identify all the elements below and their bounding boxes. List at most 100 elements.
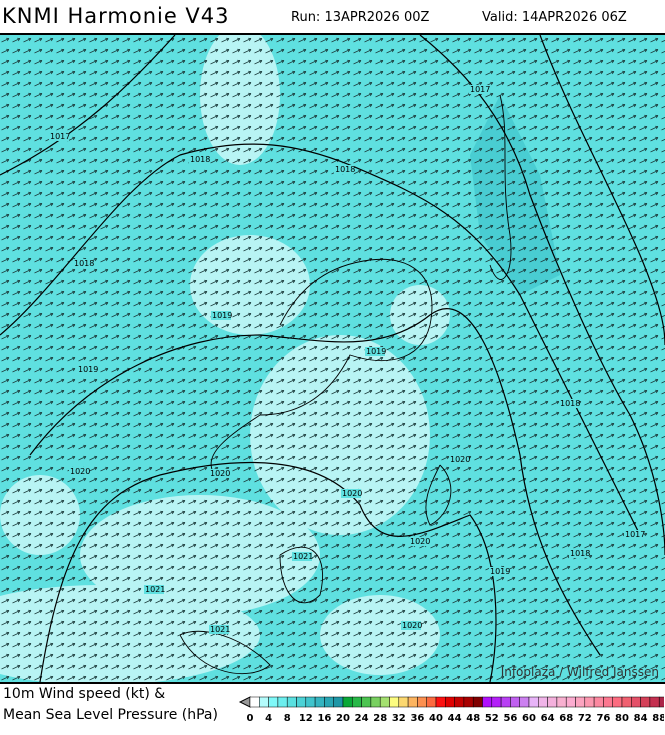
isobar-label: 1017	[625, 530, 645, 539]
scale-tick-label: 48	[466, 713, 480, 724]
scale-swatch	[296, 696, 307, 708]
scale-swatch	[445, 696, 455, 708]
isobar-label: 1019	[212, 311, 232, 320]
weather-map: 1017 1017 1018 1018 1018 1019 1019 1019 1018 1020…	[0, 33, 665, 684]
scale-tick-label: 20	[336, 713, 350, 724]
isobar-label: 1018	[190, 155, 210, 164]
isobar-label: 1021	[293, 552, 313, 561]
scale-swatch	[519, 696, 530, 708]
scale-tick-label: 80	[615, 713, 629, 724]
scale-tick-label: 8	[284, 713, 291, 724]
valid-time: Valid: 14APR2026 06Z	[482, 10, 627, 25]
scale-swatch	[510, 696, 520, 708]
scale-swatch	[333, 696, 344, 708]
credit-text: Infoplaza / Wilfred Janssen	[500, 665, 659, 679]
map-canvas: 1017 1017 1018 1018 1018 1019 1019 1019 1018 1020…	[0, 35, 665, 682]
scale-tick-label: 64	[541, 713, 555, 724]
scale-swatch	[398, 696, 409, 708]
isobar-label: 1017	[50, 132, 70, 141]
scale-swatch	[277, 696, 288, 708]
scale-tick-label: 68	[559, 713, 573, 724]
scale-tick-label: 52	[485, 713, 499, 724]
model-title: KNMI Harmonie V43	[2, 4, 230, 28]
isobar-label: 1020	[402, 621, 422, 630]
scale-swatch	[342, 696, 353, 708]
scale-swatch	[603, 696, 613, 708]
isobar-label: 1019	[490, 567, 510, 576]
isobar-label: 1018	[335, 165, 355, 174]
isobar-label: 1021	[210, 625, 230, 634]
scale-swatch	[305, 696, 316, 708]
isobar-label: 1018	[560, 399, 580, 408]
scale-tick-label: 76	[596, 713, 610, 724]
coastlines	[179, 94, 512, 675]
scale-tick-label: 60	[522, 713, 536, 724]
scale-tick-label: 44	[448, 713, 462, 724]
scale-swatch	[640, 696, 651, 708]
scale-swatch	[268, 696, 279, 708]
scale-swatch	[631, 696, 641, 708]
scale-swatch	[259, 696, 269, 708]
isobar-label: 1020	[450, 455, 470, 464]
wind-arrows	[0, 35, 665, 682]
scale-swatch	[435, 696, 446, 708]
scale-swatch	[314, 696, 325, 708]
isobar-label: 1017	[470, 85, 490, 94]
scale-tick-label: 24	[355, 713, 369, 724]
isobars	[0, 35, 665, 682]
isobar-label: 1020	[70, 467, 90, 476]
scale-swatch	[426, 696, 437, 708]
legend-title-line1: 10m Wind speed (kt) &	[3, 686, 166, 702]
scale-tick-label: 28	[373, 713, 387, 724]
scale-swatch	[658, 696, 664, 708]
scale-swatch	[454, 696, 465, 708]
color-scale-bar: 0 4 8 12 16 20 24 28 32 36 40 44 48 52 56 60 64 68 72 76 80 8…	[238, 696, 664, 724]
scale-swatch	[352, 696, 362, 708]
scale-swatch	[324, 696, 334, 708]
scale-tick-label: 84	[634, 713, 648, 724]
scale-tick-label: 32	[392, 713, 406, 724]
scale-swatch	[407, 696, 418, 708]
isobar-label: 1018	[570, 549, 590, 558]
scale-swatch	[482, 696, 493, 708]
scale-under-arrow	[238, 696, 251, 708]
scale-swatch	[649, 696, 660, 708]
scale-swatch	[538, 696, 548, 708]
scale-swatch	[584, 696, 595, 708]
scale-swatch	[379, 696, 390, 708]
scale-swatch	[575, 696, 586, 708]
scale-tick-label: 16	[317, 713, 331, 724]
isobar-label: 1019	[366, 347, 386, 356]
scale-tick-label: 72	[578, 713, 592, 724]
isobar-labels: 1017 1017 1018 1018 1018 1019 1019 1019 1018 1020…	[49, 85, 645, 634]
isobar-label: 1018	[74, 259, 94, 268]
scale-swatch	[472, 696, 483, 708]
scale-swatch	[491, 696, 502, 708]
scale-tick-label: 40	[429, 713, 443, 724]
scale-swatch	[500, 696, 511, 708]
scale-tick-label: 88	[652, 713, 664, 724]
scale-swatch	[370, 696, 381, 708]
isobar-label: 1020	[342, 489, 362, 498]
scale-swatch	[556, 696, 567, 708]
isobar-label: 1020	[410, 537, 430, 546]
isobar-label: 1019	[78, 365, 98, 374]
scale-swatch	[593, 696, 604, 708]
scale-tick-label: 4	[265, 713, 272, 724]
scale-swatch	[389, 696, 400, 708]
scale-tick-label: 56	[503, 713, 517, 724]
scale-swatch	[528, 696, 539, 708]
scale-swatch	[612, 696, 623, 708]
scale-swatch	[286, 696, 297, 708]
isobar-label: 1020	[210, 469, 230, 478]
scale-swatch	[547, 696, 558, 708]
scale-swatch	[565, 696, 576, 708]
scale-swatch	[417, 696, 427, 708]
scale-tick-label: 12	[299, 713, 313, 724]
scale-swatch	[361, 696, 372, 708]
scale-swatch	[463, 696, 474, 708]
scale-swatch	[621, 696, 632, 708]
run-time: Run: 13APR2026 00Z	[291, 10, 430, 25]
scale-tick-label: 0	[247, 713, 254, 724]
legend-title-line2: Mean Sea Level Pressure (hPa)	[3, 707, 218, 723]
